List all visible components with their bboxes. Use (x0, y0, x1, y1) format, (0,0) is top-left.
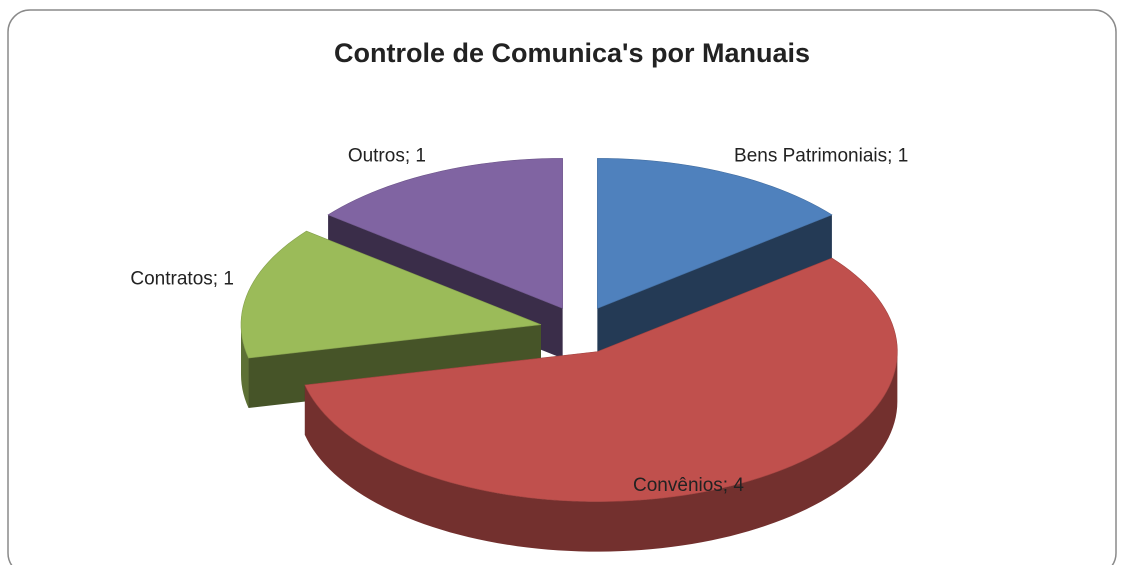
slice (597, 158, 833, 309)
data-label: Bens Patrimoniais; 1 (734, 145, 908, 166)
slice-side (597, 214, 832, 359)
data-label: Convênios; 4 (633, 475, 744, 496)
slice-side (304, 351, 898, 552)
chart-title: Controle de Comunica's por Manuais (334, 38, 810, 68)
slice (327, 158, 563, 309)
data-label: Outros; 1 (348, 145, 426, 166)
slice (304, 257, 898, 502)
slice-side (241, 324, 249, 409)
slice (240, 230, 542, 359)
data-label: Contratos; 1 (130, 269, 234, 290)
